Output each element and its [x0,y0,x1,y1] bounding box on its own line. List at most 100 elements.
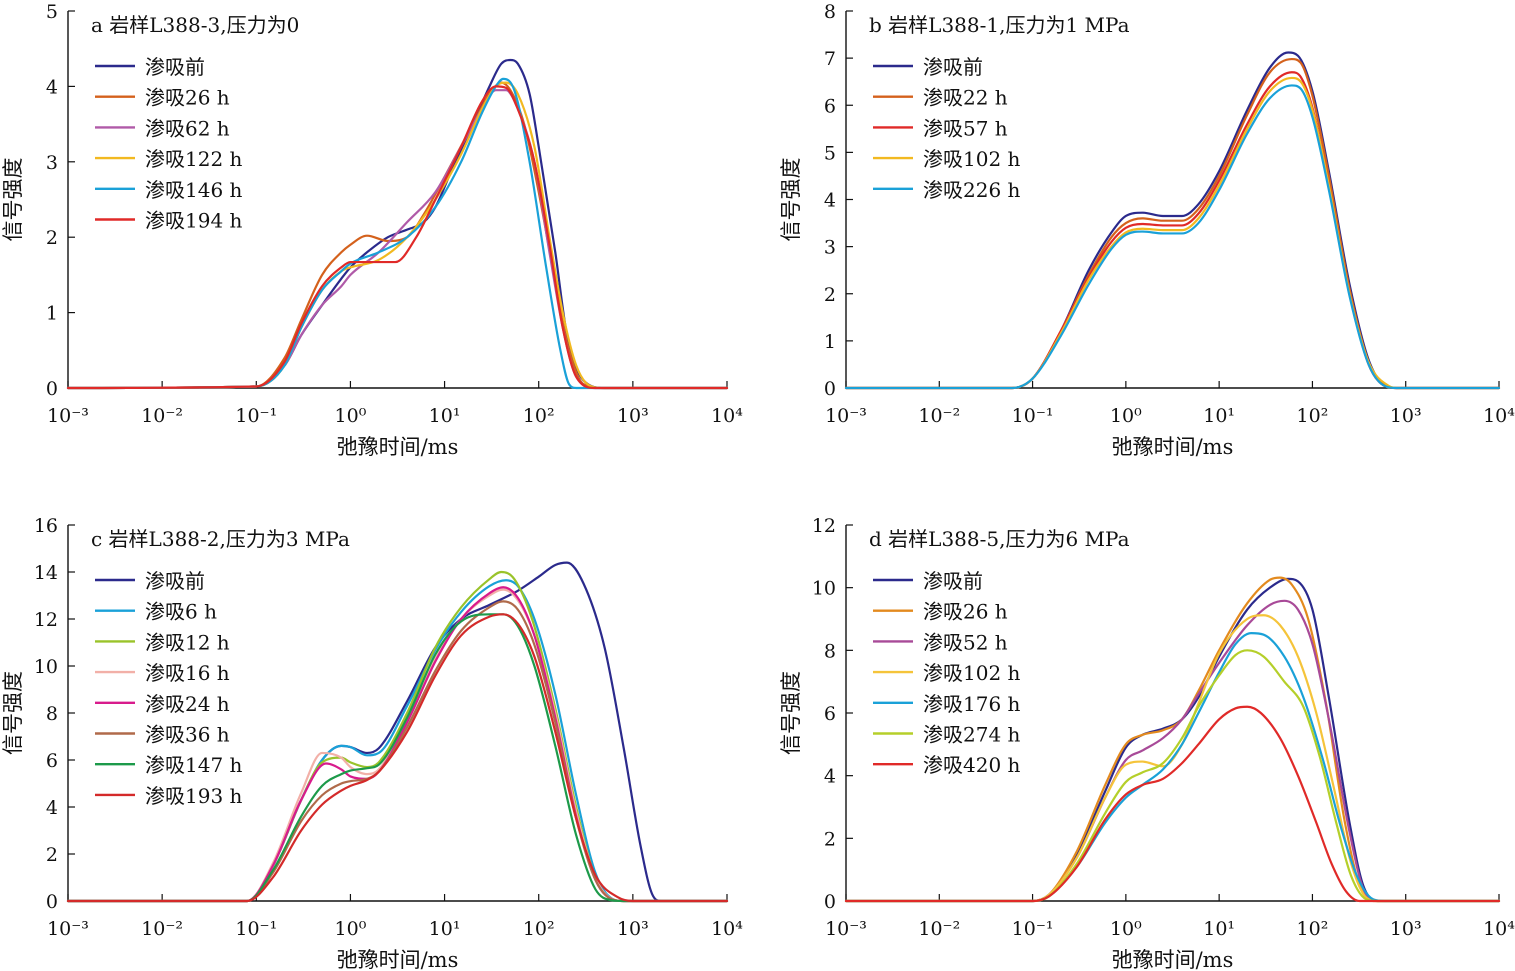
legend-label: 渗吸147 h [145,753,243,777]
series-line-0 [844,577,1501,903]
y-tick-label: 4 [46,76,58,98]
y-tick-label: 1 [46,303,58,325]
x-axis-title: 弛豫时间/ms [1112,435,1234,459]
y-tick-label: 6 [46,750,58,772]
y-tick-label: 8 [46,703,58,725]
legend-label: 渗吸194 h [145,209,243,233]
x-tick-label: 10⁻³ [47,405,89,427]
y-tick-label: 10 [34,656,58,678]
x-tick-label: 10⁻¹ [1012,405,1054,427]
x-tick-label: 10⁻² [141,918,183,940]
y-tick-label: 4 [824,766,836,788]
y-tick-label: 16 [34,515,58,537]
y-axis-title: 信号强度 [1,158,25,242]
y-tick-label: 12 [812,515,836,537]
x-tick-label: 10⁻³ [47,918,89,940]
series-line-1 [844,576,1501,903]
x-tick-label: 10³ [617,918,649,940]
legend-label: 渗吸6 h [145,600,217,624]
chart-panel-1: 0 1 2 3 4 5 6 7 8 10⁻³ 10⁻² 10⁻¹ 10⁰ 10¹ 10² 10³ 10⁴ 弛豫时间… [779,1,1515,459]
x-tick-label: 10² [1297,405,1329,427]
panel-title: b 岩样L388-1,压力为1 MPa [869,13,1130,37]
legend-label: 渗吸36 h [145,723,230,747]
y-tick-label: 4 [46,797,58,819]
y-tick-label: 4 [824,190,836,212]
y-tick-label: 3 [824,237,836,259]
legend-label: 渗吸193 h [145,784,243,808]
y-tick-label: 0 [46,891,58,913]
x-tick-label: 10⁻³ [825,918,867,940]
legend-label: 渗吸62 h [145,116,230,140]
panel-title: c 岩样L388-2,压力为3 MPa [91,527,350,551]
y-tick-label: 8 [824,1,836,23]
y-tick-label: 5 [46,1,58,23]
legend-label: 渗吸274 h [923,723,1021,747]
y-tick-label: 3 [46,152,58,174]
y-tick-label: 0 [824,378,836,400]
series-line-5 [66,85,729,390]
y-tick-label: 2 [46,844,58,866]
legend-label: 渗吸前 [923,569,983,593]
x-tick-label: 10⁰ [1110,918,1142,940]
legend-label: 渗吸102 h [923,147,1021,171]
series-line-6 [66,613,729,903]
x-tick-label: 10² [1297,918,1329,940]
x-tick-label: 10² [523,405,555,427]
legend-label: 渗吸146 h [145,178,243,202]
x-axis-title: 弛豫时间/ms [337,435,459,459]
series-line-4 [844,84,1501,390]
x-tick-label: 10³ [1390,918,1422,940]
series-line-6 [844,705,1501,903]
panel-title: a 岩样L388-3,压力为0 [91,13,299,37]
y-axis-title: 信号强度 [779,671,803,755]
panel-title: d 岩样L388-5,压力为6 MPa [869,527,1130,551]
x-tick-label: 10⁻² [918,918,960,940]
x-tick-label: 10⁴ [711,918,743,940]
legend-label: 渗吸12 h [145,630,230,654]
legend-label: 渗吸16 h [145,661,230,685]
x-tick-label: 10² [523,918,555,940]
x-tick-label: 10³ [617,405,649,427]
x-axis-title: 弛豫时间/ms [337,948,459,971]
series-line-5 [66,600,729,903]
legend-label: 渗吸176 h [923,692,1021,716]
series-line-5 [844,649,1501,903]
y-tick-label: 6 [824,703,836,725]
y-tick-label: 8 [824,640,836,662]
y-axis-title: 信号强度 [779,158,803,242]
x-tick-label: 10⁻¹ [235,918,277,940]
x-tick-label: 10⁰ [1110,405,1142,427]
x-tick-label: 10¹ [429,405,461,427]
legend-label: 渗吸22 h [923,86,1008,110]
y-tick-label: 5 [824,142,836,164]
y-tick-label: 0 [824,891,836,913]
legend-label: 渗吸24 h [145,692,230,716]
legend-label: 渗吸前 [923,55,983,79]
y-tick-label: 14 [34,562,58,584]
y-tick-label: 10 [812,578,836,600]
x-tick-label: 10⁻¹ [1012,918,1054,940]
y-tick-label: 2 [46,227,58,249]
legend-label: 渗吸52 h [923,630,1008,654]
x-tick-label: 10⁻³ [825,405,867,427]
legend-label: 渗吸前 [145,55,205,79]
y-tick-label: 2 [824,284,836,306]
legend-label: 渗吸26 h [923,600,1008,624]
x-tick-label: 10⁴ [1483,918,1515,940]
x-axis-title: 弛豫时间/ms [1112,948,1234,971]
x-tick-label: 10⁻² [918,405,960,427]
series-line-4 [66,77,729,390]
legend-label: 渗吸57 h [923,116,1008,140]
legend-label: 渗吸226 h [923,178,1021,202]
x-tick-label: 10⁴ [1483,405,1515,427]
y-tick-label: 6 [824,95,836,117]
x-tick-label: 10⁰ [335,405,367,427]
y-tick-label: 12 [34,609,58,631]
y-axis-title: 信号强度 [1,671,25,755]
x-tick-label: 10¹ [429,918,461,940]
legend-label: 渗吸102 h [923,661,1021,685]
legend-label: 渗吸26 h [145,86,230,110]
x-tick-label: 10¹ [1203,918,1235,940]
chart-panel-2: 0 2 4 6 8 10 12 14 16 10⁻³ 10⁻² 10⁻¹ 10⁰ 10¹ 10² 10³ 10⁴… [1,515,743,971]
